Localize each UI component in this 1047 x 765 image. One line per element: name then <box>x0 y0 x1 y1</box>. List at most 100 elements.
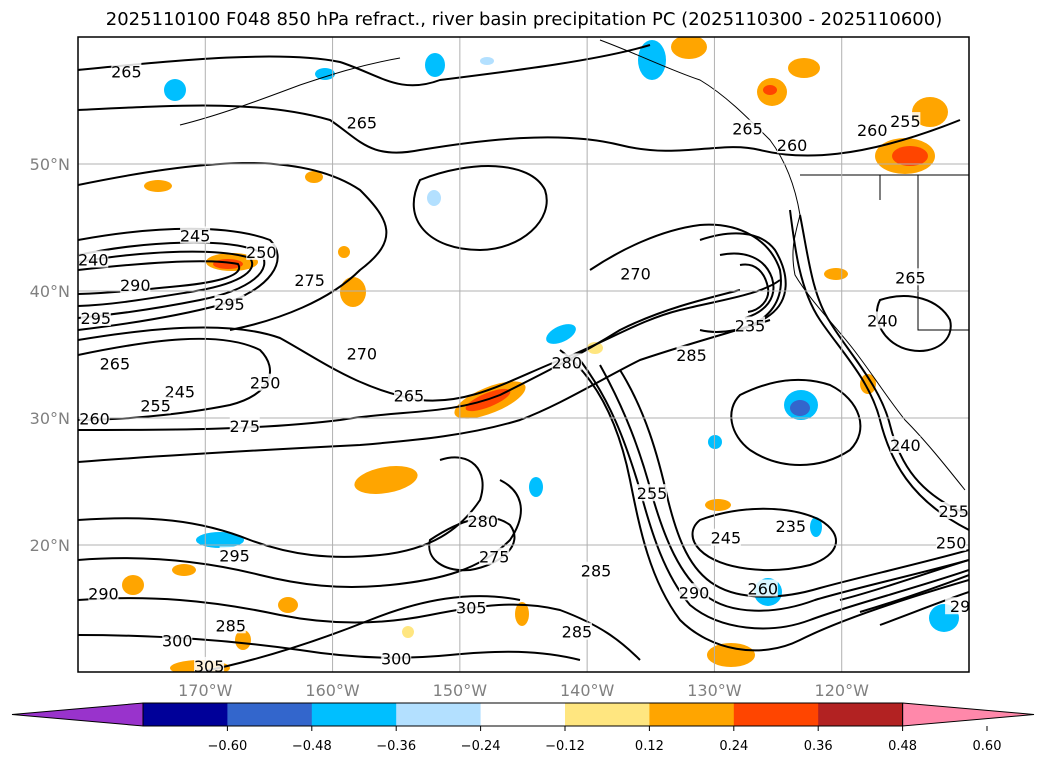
contour-label: 285 <box>215 616 246 635</box>
contour-label: 295 <box>219 546 250 565</box>
contour-line <box>78 597 641 661</box>
contour-label-bg <box>857 120 888 138</box>
precip-positive-patch <box>515 602 529 626</box>
colorbar-swatch <box>396 703 482 726</box>
precip-negative-patch <box>425 53 445 77</box>
contour-label-bg <box>890 435 921 453</box>
contour-label-bg <box>111 62 142 80</box>
contour-line <box>78 162 388 331</box>
contour-line <box>875 295 952 352</box>
precip-negative-patch <box>196 532 244 548</box>
precip-positive-patch <box>860 374 876 394</box>
precip-weak-positive-patch <box>402 626 414 638</box>
contour-label: 240 <box>78 251 109 270</box>
contour-line <box>619 369 969 598</box>
colorbar-tick-label: −0.24 <box>461 739 501 754</box>
colorbar-swatch <box>311 703 397 726</box>
precip-positive-patch <box>788 58 820 78</box>
contour-label-bg <box>620 264 651 282</box>
contour-label-bg <box>215 616 246 634</box>
colorbar-swatch <box>733 703 819 726</box>
colorbar-swatch <box>565 703 650 726</box>
lon-tick-label: 170°W <box>178 681 233 700</box>
precip-negative-patch <box>810 517 822 537</box>
colorbar-swatch <box>227 703 313 726</box>
contour-label-bg <box>346 113 377 131</box>
colorbar-tick-label: −0.12 <box>545 739 585 754</box>
colorbar: −0.60 −0.48 −0.36 −0.24 −0.12 0.12 0.24 0.36 0.4… <box>11 702 1035 754</box>
colorbar-extend-high <box>902 702 1035 727</box>
map-frame <box>77 36 970 673</box>
precip-positive-patch <box>671 37 707 59</box>
precip-strong-positive-patch <box>892 146 928 166</box>
colorbar-tick-label: 0.48 <box>888 739 917 754</box>
precip-weak-positive-patch <box>587 342 603 354</box>
contour-line <box>789 209 969 531</box>
contour-label-bg <box>294 270 325 288</box>
colorbar-swatch <box>480 703 566 726</box>
precip-positive-patch <box>235 630 251 650</box>
contour-label-bg <box>867 311 898 329</box>
colorbar-tick-label: 0.24 <box>719 739 748 754</box>
contour-label-bg <box>479 547 510 565</box>
lon-tick-label: 120°W <box>815 681 870 700</box>
colorbar-swatch <box>818 703 904 726</box>
precip-positive-patch <box>340 277 366 307</box>
contour-label-bg <box>214 294 245 312</box>
contour-label: 245 <box>180 226 211 245</box>
contour-label: 265 <box>111 63 142 82</box>
contour-line <box>799 214 969 516</box>
colorbar-swatch <box>649 703 735 726</box>
contour-line <box>78 250 253 307</box>
colorbar-swatch <box>143 703 228 726</box>
lat-tick-label: 40°N <box>30 282 70 301</box>
contour-label-bg <box>120 275 151 293</box>
figure-title: 2025110100 F048 850 hPa refract., river … <box>106 9 942 30</box>
colorbar-tick-label: 0.12 <box>635 739 664 754</box>
contour-label-bg <box>88 584 119 602</box>
precip-positive-patch <box>354 466 418 494</box>
lon-tick-label: 130°W <box>687 681 742 700</box>
contour-label: 250 <box>936 534 967 553</box>
contour-label: 270 <box>620 264 651 283</box>
precip-positive-patch <box>912 97 948 127</box>
contour-label-bg <box>250 373 281 391</box>
contour-label: 250 <box>246 243 277 262</box>
contour-label: 290 <box>679 583 710 602</box>
contour-label-bg <box>467 512 498 530</box>
contour-label: 305 <box>194 657 225 676</box>
contour-line <box>78 456 484 558</box>
colorbar-tick-label: −0.48 <box>292 739 332 754</box>
contour-line <box>739 263 770 313</box>
contour-label: 295 <box>214 295 245 314</box>
contour-line <box>78 241 266 319</box>
contour-label: 250 <box>250 374 281 393</box>
contour-line <box>78 289 741 431</box>
precip-strong-positive-patch <box>763 85 777 95</box>
contour-label-bg <box>945 597 969 615</box>
map-grid <box>78 37 969 672</box>
contour-label: 255 <box>637 484 668 503</box>
contour-line <box>719 252 775 319</box>
precip-negative-patch <box>708 435 722 449</box>
contour-label: 275 <box>479 548 510 567</box>
contour-label-bg <box>229 416 260 434</box>
colorbar-tick-label: −0.36 <box>376 739 416 754</box>
lat-tick-label: 50°N <box>30 155 70 174</box>
contour-label-bg <box>735 316 766 334</box>
contour-label: 300 <box>381 649 412 668</box>
contour-label-bg <box>162 631 193 649</box>
precip-positive-patch <box>305 171 323 183</box>
contour-label-bg <box>936 533 967 551</box>
precip-positive-patch <box>824 268 848 280</box>
precip-weak-negative-patch <box>427 190 441 206</box>
contour-line <box>579 359 969 630</box>
contour-label-bg <box>164 382 195 400</box>
contour-label-bg <box>747 579 778 597</box>
contour-label-bg <box>890 112 921 130</box>
contour-label: 260 <box>777 136 808 155</box>
map-background <box>78 37 969 672</box>
